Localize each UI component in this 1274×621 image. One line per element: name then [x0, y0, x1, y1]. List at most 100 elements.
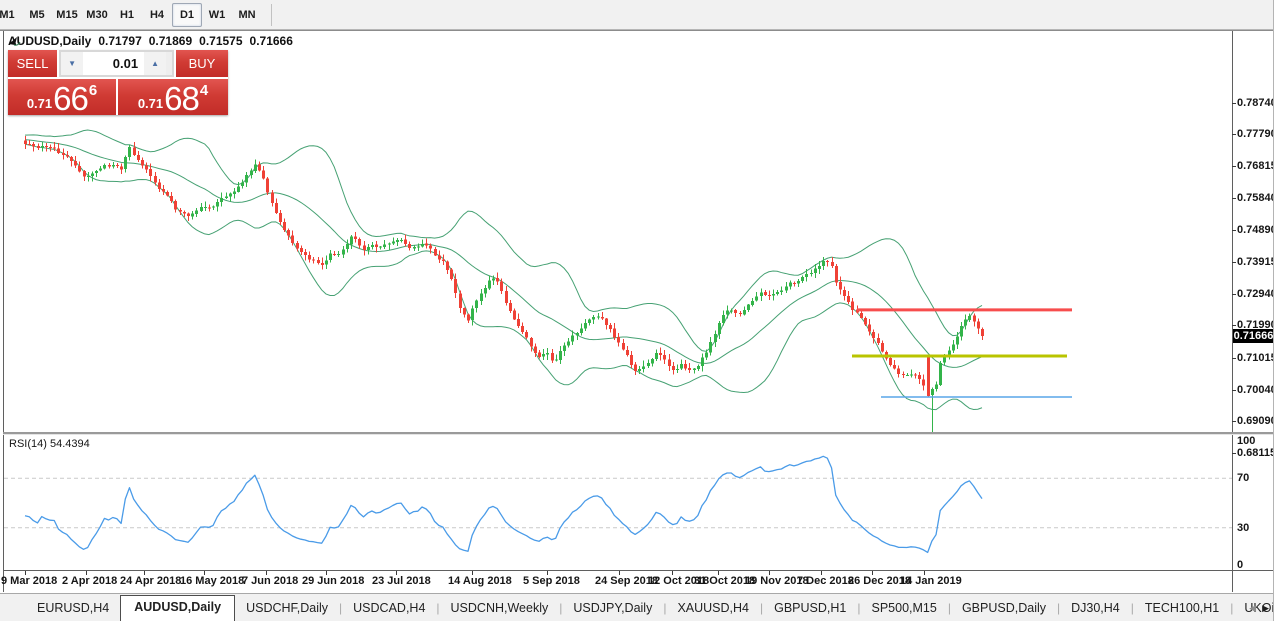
timeframe-button-d1[interactable]: D1 — [172, 2, 202, 27]
tab-separator: | — [857, 601, 861, 615]
price-tick-mark — [1232, 134, 1236, 135]
buy-price-base: 0.71 — [137, 96, 164, 111]
timeframe-button-m5[interactable]: M5 — [29, 8, 45, 21]
chart-tab-sp500-m15[interactable]: SP500,M15 — [871, 601, 937, 615]
time-axis-label: 24 Sep 2018 — [595, 575, 658, 587]
chart-tab-tech100-h1[interactable]: TECH100,H1 — [1144, 601, 1220, 615]
price-axis-label: 0.71015 — [1237, 352, 1274, 364]
time-axis-label: 29 Jun 2018 — [302, 575, 365, 587]
current-price-tag: 0.71666 — [1233, 329, 1274, 343]
timeframe-button-m15[interactable]: M15 — [56, 8, 78, 21]
time-tick-mark — [672, 571, 673, 575]
chart-tab-ukoil-h1[interactable]: UKOil,H1 — [1244, 601, 1274, 615]
chart-tab-usdjpy-daily[interactable]: USDJPY,Daily — [573, 601, 653, 615]
time-axis-label: 9 Mar 2018 — [1, 575, 58, 587]
chart-tab-gbpusd-h1[interactable]: GBPUSD,H1 — [774, 601, 847, 615]
price-tick-mark — [1232, 421, 1236, 422]
buy-price-pip: 4 — [199, 82, 209, 99]
chart-tab-audusd-daily[interactable]: AUDUSD,Daily — [120, 595, 236, 621]
buy-price-big: 68 — [164, 80, 200, 117]
chart-legend: AUDUSD,Daily 0.71797 0.71869 0.71575 0.7… — [8, 34, 293, 48]
price-axis-label: 0.71990 — [1237, 319, 1274, 331]
tab-separator: | — [663, 601, 667, 615]
time-axis-label: 7 Dec 2018 — [797, 575, 854, 587]
price-tick-mark — [1232, 294, 1236, 295]
timeframe-button-m30[interactable]: M30 — [86, 8, 108, 21]
tab-scroll-right-icon[interactable]: ▶ — [1262, 603, 1269, 613]
sell-price-pip: 6 — [88, 82, 98, 99]
time-tick-mark — [619, 571, 620, 575]
buy-price-display[interactable]: 0.71 68 4 — [118, 79, 228, 115]
sell-price-base: 0.71 — [26, 96, 53, 111]
price-tick-mark — [1232, 198, 1236, 199]
triangle-down-icon: ▼ — [68, 59, 77, 68]
price-axis-label: 0.72940 — [1237, 288, 1274, 300]
price-axis-label: 0.76815 — [1237, 160, 1274, 172]
rsi-axis-label: 0 — [1237, 559, 1244, 571]
timeframe-button-h4[interactable]: H4 — [149, 8, 165, 21]
chart-window: AUDUSD,Daily 0.71797 0.71869 0.71575 0.7… — [0, 30, 1274, 593]
time-tick-mark — [144, 571, 145, 575]
rsi-indicator-canvas[interactable] — [4, 434, 1232, 570]
chart-tab-xauusd-h4[interactable]: XAUUSD,H4 — [677, 601, 749, 615]
volume-increase-button[interactable]: ▲ — [144, 52, 167, 75]
time-axis-label: 19 Nov 2018 — [745, 575, 809, 587]
tab-separator: | — [559, 601, 563, 615]
time-axis-label: 14 Jan 2019 — [900, 575, 962, 587]
ohlc-close: 0.71666 — [249, 34, 293, 48]
price-axis-label: 0.73915 — [1237, 256, 1274, 268]
timeframe-button-h1[interactable]: H1 — [119, 8, 135, 21]
rsi-indicator-label: RSI(14) 54.4394 — [9, 438, 90, 450]
time-axis-label: 24 Apr 2018 — [120, 575, 182, 587]
pane-splitter[interactable] — [3, 432, 1273, 435]
price-axis-label: 0.69090 — [1237, 415, 1274, 427]
chart-tab-gbpusd-daily[interactable]: GBPUSD,Daily — [961, 601, 1046, 615]
tab-scroll-left-icon[interactable]: ◀ — [1249, 603, 1257, 613]
main-chart-canvas[interactable] — [4, 31, 1232, 432]
tab-separator: | — [947, 601, 951, 615]
time-tick-mark — [872, 571, 873, 575]
ohlc-open: 0.71797 — [98, 34, 142, 48]
tab-scroll-arrows: ◀ ▶ — [1249, 603, 1269, 614]
sell-button[interactable]: SELL — [8, 50, 58, 77]
price-axis-label: 0.68115 — [1237, 447, 1274, 459]
tab-separator: | — [1057, 601, 1061, 615]
timeframe-button-w1[interactable]: W1 — [208, 8, 226, 21]
volume-stepper: ▼ ▲ — [59, 50, 174, 77]
time-tick-mark — [821, 571, 822, 575]
time-axis-label: 23 Jul 2018 — [372, 575, 431, 587]
time-axis-label: 14 Aug 2018 — [448, 575, 512, 587]
price-tick-mark — [1232, 325, 1236, 326]
time-axis-label: 2 Apr 2018 — [62, 575, 118, 587]
buy-button[interactable]: BUY — [175, 50, 228, 77]
price-axis-label: 0.77790 — [1237, 128, 1274, 140]
chart-tab-usdcnh-weekly[interactable]: USDCNH,Weekly — [450, 601, 549, 615]
time-tick-mark — [547, 571, 548, 575]
timeframe-button-m1[interactable]: M1 — [0, 8, 15, 21]
chart-tab-usdcad-h4[interactable]: USDCAD,H4 — [353, 601, 426, 615]
volume-input[interactable] — [83, 52, 145, 75]
ohlc-low: 0.71575 — [199, 34, 243, 48]
tab-separator: | — [1130, 601, 1134, 615]
one-click-trading-toggle-icon[interactable] — [8, 36, 21, 47]
time-axis-label: 16 May 2018 — [180, 575, 245, 587]
time-axis-label: 7 Jun 2018 — [242, 575, 299, 587]
time-tick-mark — [25, 571, 26, 575]
timeframe-button-mn[interactable]: MN — [238, 8, 256, 21]
sell-price-display[interactable]: 0.71 66 6 — [8, 79, 116, 115]
chart-tab-dj30-h4[interactable]: DJ30,H4 — [1071, 601, 1120, 615]
timeframe-toolbar: M1 M5 M15 M30 H1 H4 D1 W1 MN — [0, 0, 1273, 30]
volume-decrease-button[interactable]: ▼ — [61, 52, 84, 75]
price-tick-mark — [1232, 390, 1236, 391]
chart-tab-eurusd-h4[interactable]: EURUSD,H4 — [37, 601, 110, 615]
chart-tab-usdchf-daily[interactable]: USDCHF,Daily — [246, 601, 329, 615]
time-tick-mark — [718, 571, 719, 575]
price-axis-label: 0.78740 — [1237, 97, 1274, 109]
price-tick-mark — [1232, 103, 1236, 104]
triangle-up-icon: ▲ — [151, 59, 160, 68]
tab-separator: | — [339, 601, 343, 615]
time-axis-border — [3, 570, 1273, 571]
time-tick-mark — [204, 571, 205, 575]
time-axis-label: 31 Oct 2018 — [694, 575, 756, 587]
